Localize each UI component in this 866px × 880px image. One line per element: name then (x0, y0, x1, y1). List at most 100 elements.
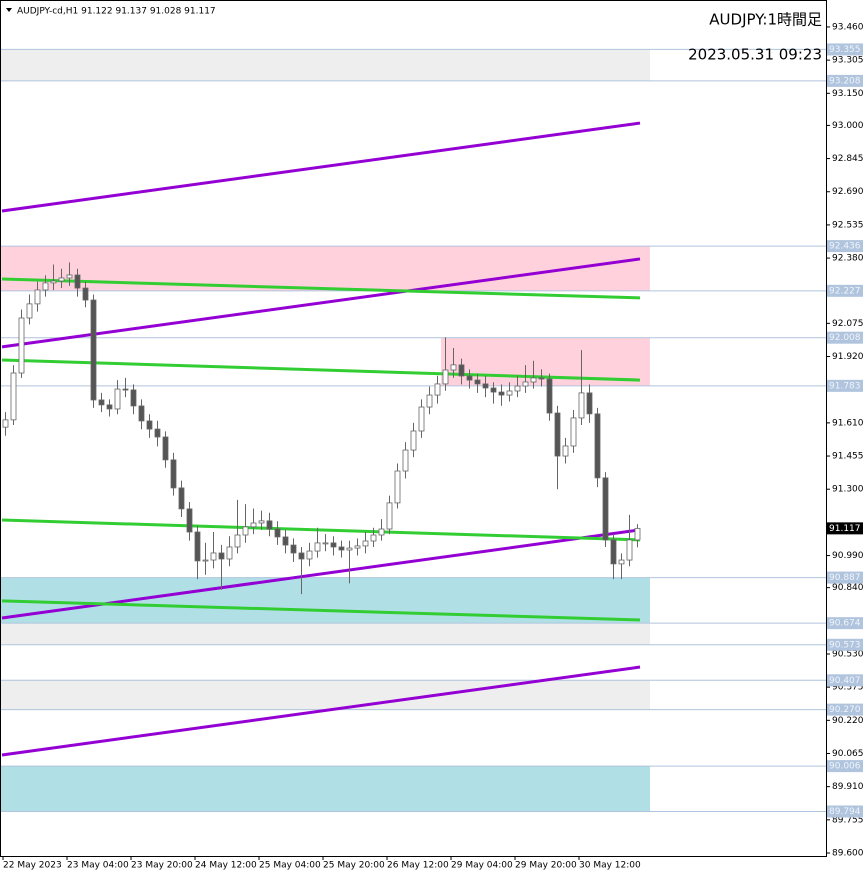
level-label-bg (827, 43, 863, 56)
level-label: 92.227 (829, 286, 861, 296)
y-tick-label: 90.220 (832, 716, 864, 726)
zone (1, 766, 650, 812)
candle-body (178, 487, 185, 510)
candle-body (282, 536, 289, 546)
y-tick-label: 90.530 (832, 649, 864, 659)
candle-body (98, 399, 105, 406)
y-tick-label: 93.000 (832, 121, 864, 131)
candle-body (410, 430, 417, 451)
candle-body (258, 520, 265, 524)
candle-body (154, 428, 161, 438)
x-tick-label: 23 May 04:00 (67, 861, 129, 871)
candle-body (170, 459, 177, 489)
candle-body (354, 545, 361, 549)
y-tick-label: 90.375 (832, 683, 864, 693)
candle-body (50, 280, 57, 284)
y-tick-label: 89.755 (832, 815, 864, 825)
candle-body (474, 379, 481, 385)
candle-body (402, 449, 409, 472)
level-label-bg (827, 674, 863, 687)
candle-body (394, 470, 401, 504)
trendline (1, 518, 641, 542)
level-label-bg (827, 331, 863, 344)
level-label: 89.794 (829, 807, 861, 817)
candle-body (74, 274, 81, 289)
candle-body (306, 550, 313, 560)
x-tick-label: 23 May 20:00 (131, 861, 193, 871)
candle-body (506, 390, 513, 396)
candle-body (450, 364, 457, 371)
level-label-bg (827, 638, 863, 651)
candle-body (498, 391, 505, 396)
candle-body (82, 287, 89, 301)
candle-body (594, 413, 601, 479)
zone (1, 246, 650, 291)
x-tick-label: 29 May 20:00 (515, 861, 577, 871)
candle-body (106, 404, 113, 410)
level-label-bg (827, 571, 863, 584)
candle-body (42, 282, 49, 291)
candle-body (242, 526, 249, 536)
candle-body (338, 546, 345, 551)
candle-body (58, 277, 65, 282)
y-tick-label: 93.305 (832, 56, 864, 66)
menu-icon[interactable] (6, 8, 12, 12)
candle-body (90, 299, 97, 401)
candle-body (290, 544, 297, 554)
candle-body (530, 377, 537, 383)
background-layer (1, 48, 826, 812)
level-label: 93.208 (829, 76, 861, 86)
x-tick-label: 25 May 20:00 (323, 861, 385, 871)
y-tick-label: 92.690 (832, 187, 864, 197)
candle-body (34, 289, 41, 305)
level-label: 90.270 (829, 705, 861, 715)
candle-body (194, 531, 201, 562)
candle-body (370, 534, 377, 542)
price-label-bg (827, 522, 863, 535)
candle-body (490, 387, 497, 393)
y-tick-label: 89.910 (832, 782, 864, 792)
y-tick-label: 89.600 (832, 849, 864, 859)
price-label: 91.117 (829, 524, 861, 534)
trendline (1, 257, 641, 349)
candle-body (234, 534, 241, 548)
candle-body (626, 539, 633, 561)
candle-body (386, 502, 393, 530)
candle-body (138, 405, 145, 422)
x-tick-label: 25 May 04:00 (259, 861, 321, 871)
candle-body (186, 508, 193, 533)
level-label-bg (827, 617, 863, 630)
candle-body (26, 303, 33, 319)
level-label-bg (827, 703, 863, 716)
candle-body (418, 406, 425, 432)
level-label: 90.407 (829, 676, 861, 686)
candle-body (434, 383, 441, 396)
candle-body (514, 385, 521, 392)
trendline (1, 665, 641, 757)
candle-body (362, 540, 369, 547)
candle-body (130, 389, 137, 407)
level-label-bg (827, 284, 863, 297)
candle-body (18, 317, 25, 374)
y-tick-label: 91.920 (832, 352, 864, 362)
level-label: 90.674 (829, 619, 861, 629)
y-tick-label: 92.535 (832, 220, 864, 230)
level-label: 90.573 (829, 640, 861, 650)
y-tick-label: 90.065 (832, 749, 864, 759)
zone (1, 680, 650, 710)
candle-body (378, 528, 385, 536)
candle-body (2, 419, 9, 428)
y-tick-label: 92.380 (832, 254, 864, 264)
chart-title: AUDJPY-cd,H1 91.122 91.137 91.028 91.117 (17, 7, 216, 17)
candle-body (314, 542, 321, 552)
level-label: 91.783 (829, 381, 861, 391)
candle-body (522, 381, 529, 387)
candle-body (570, 417, 577, 447)
x-tick-label: 29 May 04:00 (451, 861, 513, 871)
zone (1, 623, 650, 645)
y-tick-label: 93.460 (832, 22, 864, 32)
y-tick-label: 92.075 (832, 319, 864, 329)
x-tick-label: 24 May 12:00 (195, 861, 257, 871)
candle-body (458, 364, 465, 377)
x-tick-label: 26 May 12:00 (387, 861, 449, 871)
